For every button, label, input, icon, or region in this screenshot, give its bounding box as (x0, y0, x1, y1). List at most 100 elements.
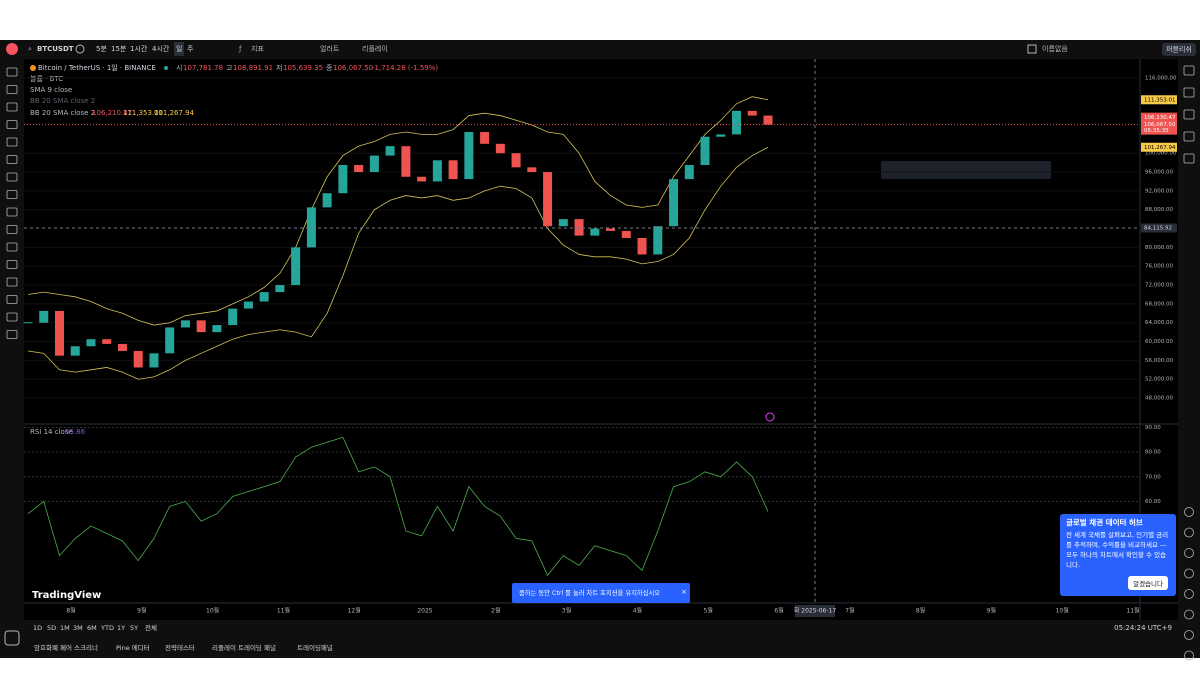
side-icon[interactable] (1183, 131, 1195, 142)
range-button[interactable]: 1D (33, 624, 42, 632)
tool-icon[interactable] (6, 260, 18, 269)
bb-value: 106,210.47 (92, 109, 132, 117)
interval-button[interactable]: 15분 (111, 45, 127, 53)
last-price-bg (1141, 112, 1177, 135)
panel-tab[interactable]: 트레이딩패널 (297, 643, 333, 652)
panel-tab[interactable]: 리플레이 트레이딩 패널 (212, 643, 276, 652)
candle (401, 146, 411, 177)
candle (747, 110, 757, 116)
tool-icon[interactable] (6, 277, 18, 287)
tool-icon[interactable] (6, 312, 18, 322)
crosshair-price-bg (1141, 223, 1177, 233)
side-icon[interactable] (1184, 568, 1194, 579)
panel-tab[interactable]: 암호화폐 페어 스크리너 (34, 643, 98, 652)
side-icon[interactable] (1184, 527, 1194, 538)
interval-button[interactable]: 일 (176, 44, 182, 53)
side-icon[interactable] (1183, 153, 1195, 164)
side-icon[interactable] (1183, 65, 1195, 76)
range-button[interactable]: 5Y (130, 624, 138, 632)
interval-button[interactable]: 4시간 (152, 44, 170, 53)
btc-icon (30, 65, 36, 71)
candle (732, 110, 742, 135)
candle (338, 164, 348, 194)
ohlc-value: 106,067.50 (333, 64, 373, 72)
range-button[interactable]: 전체 (145, 623, 157, 632)
side-icon[interactable] (1183, 87, 1195, 98)
indicator-icon[interactable]: ƒ (238, 45, 242, 53)
favorites-button[interactable] (4, 630, 20, 646)
x-tick-label: 10월 (206, 607, 219, 615)
side-icon[interactable] (1184, 650, 1194, 661)
tool-icon[interactable] (6, 172, 18, 182)
interval-button[interactable]: 5분 (96, 45, 107, 53)
user-avatar[interactable] (6, 43, 18, 55)
tool-icon[interactable] (6, 225, 18, 234)
x-tick-label: 7월 (845, 607, 854, 615)
panel-tab[interactable]: 전략테스터 (165, 643, 195, 652)
range-button[interactable]: 1Y (117, 624, 125, 632)
legend-bb-hidden: BB 20 SMA close 2 (30, 97, 95, 105)
search-icon[interactable]: ⌕ (28, 45, 32, 53)
bb-upper-label-bg (1141, 95, 1177, 105)
y-tick-label: 68,000.00 (1145, 301, 1173, 307)
candle (763, 115, 773, 125)
compare-button[interactable] (75, 44, 85, 54)
layout-icon[interactable] (1027, 44, 1037, 54)
tool-icon[interactable] (6, 190, 18, 199)
x-tick-label: 11월 (277, 607, 290, 615)
publish-button[interactable]: 퍼블리쉬 (1166, 45, 1192, 54)
top-toolbar (0, 40, 1200, 59)
x-tick-label: 10월 (1056, 607, 1069, 615)
side-icon[interactable] (1184, 507, 1194, 517)
candle (432, 160, 442, 182)
side-icon[interactable] (1184, 589, 1194, 599)
tool-icon[interactable] (6, 67, 18, 77)
side-icon[interactable] (1183, 109, 1195, 120)
candle (574, 219, 584, 236)
x-tick-label: 8월 (66, 607, 75, 615)
side-icon[interactable] (1184, 609, 1194, 620)
range-button[interactable]: 3M (73, 624, 83, 632)
alert-button[interactable]: 얼러트 (320, 44, 340, 53)
event-marker[interactable] (765, 412, 775, 422)
candle (448, 160, 458, 180)
y-tick-label: 48,000.00 (1145, 396, 1173, 402)
bb-lower-label: 101,267.94 (1144, 145, 1176, 151)
ohlc-label: 고 (226, 64, 233, 72)
tool-icon[interactable] (6, 85, 18, 94)
symbol[interactable]: BTCUSDT (37, 45, 74, 53)
y-tick-label: 52,000.00 (1145, 377, 1173, 383)
side-icon[interactable] (1184, 630, 1194, 640)
bb-lower (27, 146, 769, 380)
replay-button[interactable]: 리플레이 (362, 44, 388, 53)
y-tick-label: 56,000.00 (1145, 358, 1173, 364)
tool-icon[interactable] (6, 242, 18, 252)
tool-icon[interactable] (6, 207, 18, 217)
panel-tab[interactable]: Pine 에디터 (116, 643, 150, 652)
publish-bg[interactable] (1162, 43, 1196, 56)
ohlc-change: -1,714.28 (-1.59%) (372, 64, 438, 72)
ohlc-label: 종 (326, 64, 333, 72)
candle (511, 153, 521, 168)
indicators-button[interactable]: 지표 (251, 44, 264, 53)
tool-icon[interactable] (6, 120, 18, 129)
interval-button[interactable]: 1시간 (130, 44, 148, 53)
side-icon[interactable] (1184, 548, 1194, 558)
range-button[interactable]: 5D (47, 624, 56, 632)
tool-icon[interactable] (6, 295, 18, 304)
candle (259, 292, 269, 302)
layout-name[interactable]: 이름없음 (1042, 44, 1068, 53)
range-button[interactable]: YTD (100, 624, 114, 632)
tool-icon[interactable] (6, 102, 18, 112)
popup-button[interactable]: 알겠습니다 (1128, 576, 1168, 590)
interval-button[interactable]: 주 (187, 45, 194, 53)
range-button[interactable]: 1M (60, 624, 70, 632)
tool-icon[interactable] (6, 155, 18, 164)
x-tick-label: 9월 (137, 607, 146, 615)
tool-icon[interactable] (6, 330, 18, 339)
range-button[interactable]: 6M (87, 624, 97, 632)
tool-icon[interactable] (6, 137, 18, 147)
candle (102, 339, 112, 344)
toast-close[interactable]: × (681, 588, 687, 596)
y-tick-label: 92,000.00 (1145, 188, 1173, 194)
